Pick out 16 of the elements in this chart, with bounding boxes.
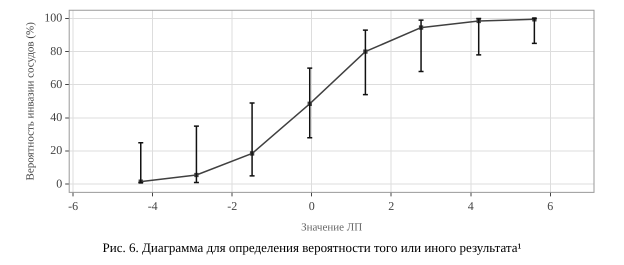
x-tick-label: 0: [308, 198, 315, 213]
x-tick-label: -6: [68, 198, 78, 213]
y-tick-label: 20: [50, 143, 62, 158]
x-tick-label: 6: [547, 198, 554, 213]
y-tick-label: 100: [44, 10, 62, 25]
y-axis-title: Вероятность инвазии сосудов (%): [24, 22, 36, 180]
x-tick-label: 4: [468, 198, 474, 213]
x-tick-label: -2: [227, 198, 238, 213]
x-axis-title: Значение ЛП: [301, 221, 362, 234]
y-tick-label: 60: [50, 76, 62, 91]
x-tick-label: -4: [148, 198, 158, 213]
y-tick-label: 40: [50, 110, 62, 124]
text: Рис. 6. Диаграмма для определения вероятности того или иного результата¹: [102, 240, 522, 256]
y-tick-label: 80: [50, 44, 62, 58]
y-tick-label: 0: [56, 176, 62, 190]
x-tick-label: 2: [388, 198, 394, 213]
